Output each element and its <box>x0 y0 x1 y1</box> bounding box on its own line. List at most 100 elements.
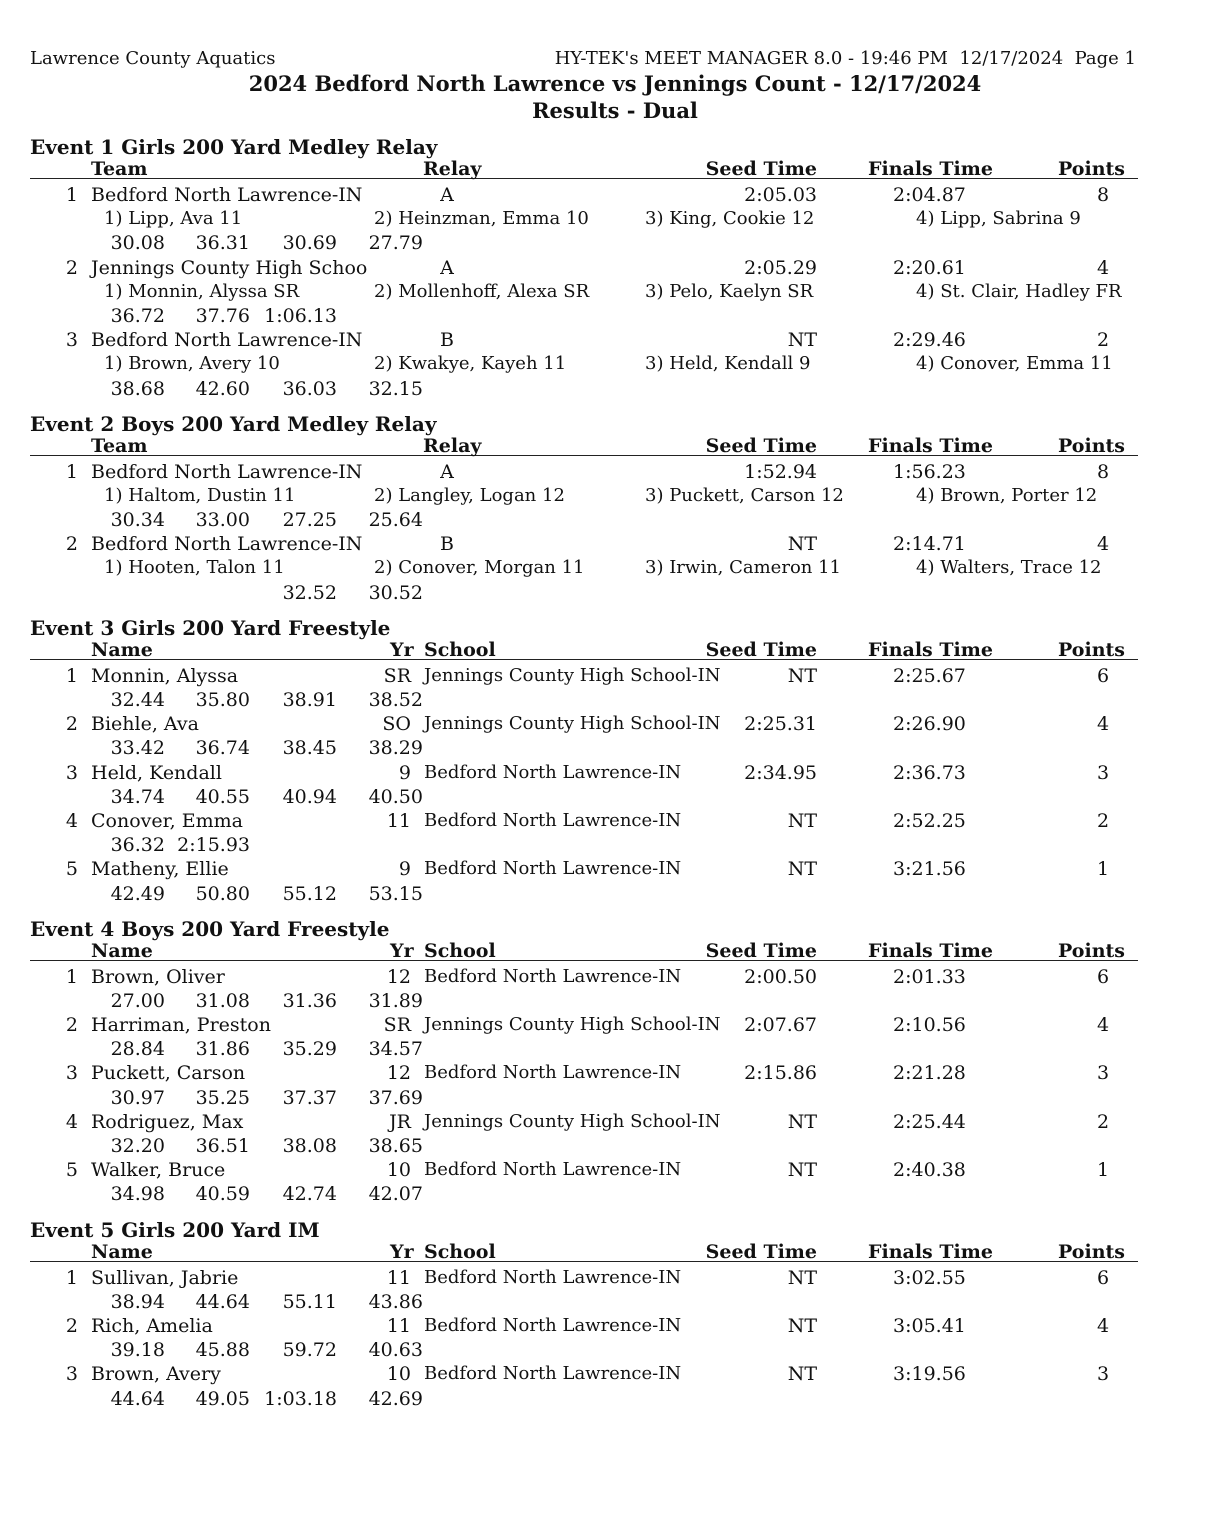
result-row: 2 Biehle, Ava SO Jennings County High Schoo… <box>30 711 1138 735</box>
finals-time: 2:52.25 <box>893 809 966 832</box>
splits-row: 39.18 45.88 59.72 40.63 <box>30 1337 1138 1361</box>
result-row: 1 Bedford North Lawrence-IN A 2:05.03 2:04.8… <box>30 182 1138 206</box>
relay-swimmer: 3) Pelo, Kaelyn SR <box>645 280 814 302</box>
split-time: 42.49 <box>110 882 165 905</box>
splits-row: 34.74 40.55 40.94 40.50 <box>30 784 1138 808</box>
year: 9 <box>398 761 411 784</box>
result-row: 4 Conover, Emma 11 Bedford North Lawrence-I… <box>30 808 1138 832</box>
header-school: School <box>424 638 496 661</box>
school-name: Jennings County High School-IN <box>424 1110 721 1132</box>
place: 1 <box>65 965 78 988</box>
school-name: Jennings County High School-IN <box>424 1014 721 1036</box>
school-name: Bedford North Lawrence-IN <box>424 1266 682 1288</box>
split-time: 40.94 <box>282 785 337 808</box>
place: 1 <box>65 460 78 483</box>
relay-swimmer: 2) Kwakye, Kayeh 11 <box>374 353 567 375</box>
page-subtitle: Results - Dual <box>532 98 698 123</box>
split-time: 42.07 <box>368 1183 423 1206</box>
swimmer-name: Harriman, Preston <box>91 1014 271 1037</box>
result-row: 3 Brown, Avery 10 Bedford North Lawrence-IN… <box>30 1361 1138 1385</box>
header-team: Team <box>91 158 148 180</box>
year: JR <box>389 1110 411 1133</box>
relay-swimmer: 4) Conover, Emma 11 <box>916 353 1113 375</box>
relay-swimmer: 4) Brown, Porter 12 <box>916 484 1098 506</box>
header-points: Points <box>1058 158 1125 180</box>
result-row: 3 Bedford North Lawrence-IN B NT 2:29.46 2 <box>30 327 1138 351</box>
splits-row: 33.42 36.74 38.45 38.29 <box>30 735 1138 759</box>
swimmer-name: Walker, Bruce <box>91 1159 226 1182</box>
result-row: 5 Matheny, Ellie 9 Bedford North Lawrence-I… <box>30 856 1138 880</box>
place: 4 <box>65 1110 78 1133</box>
swimmer-name: Brown, Oliver <box>91 965 225 988</box>
events-list: Event 1 Girls 200 Yard Medley Relay Team R… <box>30 134 1138 1421</box>
split-time: 32.52 <box>282 581 337 604</box>
seed-time: NT <box>787 1266 817 1289</box>
split-time: 50.80 <box>195 882 250 905</box>
header-name: Name <box>91 1240 153 1263</box>
relay-swimmer: 4) St. Clair, Hadley FR <box>916 280 1122 302</box>
school-name: Bedford North Lawrence-IN <box>424 761 682 783</box>
seed-time: NT <box>787 1110 817 1133</box>
place: 4 <box>65 809 78 832</box>
swimmer-name: Matheny, Ellie <box>91 858 229 881</box>
seed-time: 1:52.94 <box>744 460 817 483</box>
column-header: Name Yr School Seed Time Finals Time Points <box>30 637 1138 661</box>
points: 6 <box>1096 1266 1110 1289</box>
splits-row: 44.64 49.05 1:03.18 42.69 <box>30 1386 1138 1410</box>
place: 2 <box>65 1314 78 1337</box>
seed-time: 2:15.86 <box>744 1062 817 1085</box>
year: 12 <box>386 1062 411 1085</box>
school-name: Bedford North Lawrence-IN <box>424 858 682 880</box>
result-row: 2 Bedford North Lawrence-IN B NT 2:14.71 4 <box>30 531 1138 555</box>
header-seed-time: Seed Time <box>705 434 817 457</box>
swimmer-name: Brown, Avery <box>91 1363 221 1386</box>
finals-time: 2:14.71 <box>893 533 966 556</box>
header-yr: Yr <box>390 1240 414 1263</box>
points: 2 <box>1096 809 1110 832</box>
points: 4 <box>1096 1314 1110 1337</box>
split-time: 28.84 <box>110 1038 165 1061</box>
result-row: 1 Monnin, Alyssa SR Jennings County High Sc… <box>30 663 1138 687</box>
school-name: Jennings County High School-IN <box>424 664 721 686</box>
split-time: 38.65 <box>368 1135 423 1157</box>
header-points: Points <box>1058 939 1125 962</box>
split-time: 33.42 <box>110 737 165 760</box>
header-name: Name <box>91 939 153 962</box>
split-time: 31.86 <box>195 1038 250 1061</box>
relay-letter: B <box>440 533 454 556</box>
year: 9 <box>398 858 411 881</box>
split-time: 27.79 <box>368 232 423 255</box>
finals-time: 3:05.41 <box>893 1314 966 1337</box>
result-row: 2 Rich, Amelia 11 Bedford North Lawrence-IN… <box>30 1313 1138 1337</box>
split-time: 38.52 <box>368 689 423 711</box>
points: 3 <box>1096 1062 1110 1085</box>
place: 2 <box>65 1014 78 1037</box>
seed-time: 2:34.95 <box>744 761 817 784</box>
header-points: Points <box>1058 434 1125 457</box>
split-time: 34.57 <box>368 1038 423 1061</box>
swimmer-name: Monnin, Alyssa <box>91 664 239 687</box>
split-time: 45.88 <box>195 1339 250 1362</box>
result-row: 1 Brown, Oliver 12 Bedford North Lawrence-I… <box>30 964 1138 988</box>
split-time: 40.50 <box>368 785 423 808</box>
header-points: Points <box>1058 638 1125 661</box>
split-time: 59.72 <box>282 1339 337 1362</box>
school-name: Bedford North Lawrence-IN <box>424 965 682 987</box>
split-time: 30.97 <box>110 1086 165 1109</box>
column-header: Name Yr School Seed Time Finals Time Points <box>30 938 1138 962</box>
seed-time: NT <box>787 664 817 687</box>
points: 8 <box>1096 184 1110 206</box>
split-time: 38.45 <box>282 737 337 760</box>
column-header: Team Relay Seed Time Finals Time Points <box>30 433 1138 457</box>
split-time: 27.00 <box>110 989 165 1012</box>
points: 4 <box>1096 533 1110 556</box>
header-school: School <box>424 939 496 962</box>
software-info: HY-TEK's MEET MANAGER 8.0 - 19:46 PM 12/… <box>554 48 1136 69</box>
swimmers-row: 1) Monnin, Alyssa SR 2) Mollenhoff, Alexa… <box>30 279 1138 303</box>
split-time: 30.08 <box>110 232 165 255</box>
splits-row: 36.72 37.76 1:06.13 <box>30 303 1138 327</box>
place: 3 <box>65 1062 78 1085</box>
relay-swimmer: 1) Haltom, Dustin 11 <box>104 484 296 506</box>
split-time: 40.59 <box>195 1183 250 1206</box>
splits-row: 32.20 36.51 38.08 38.65 <box>30 1133 1138 1157</box>
